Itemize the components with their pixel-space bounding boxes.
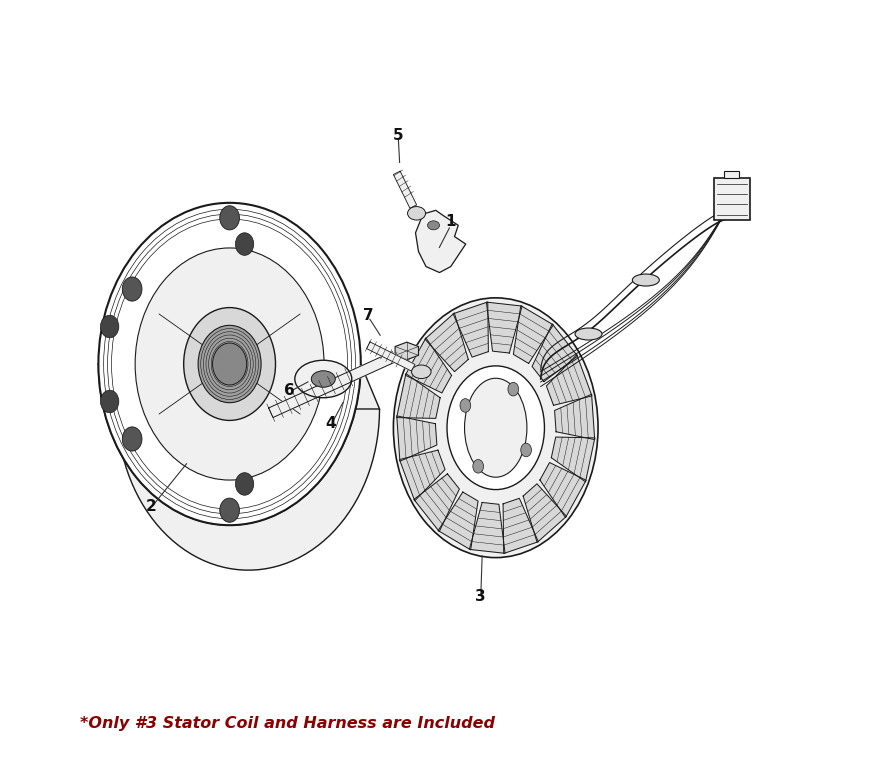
Ellipse shape <box>235 473 254 495</box>
Ellipse shape <box>473 459 484 473</box>
Polygon shape <box>453 302 488 357</box>
Polygon shape <box>393 171 417 208</box>
Polygon shape <box>546 355 592 406</box>
Ellipse shape <box>220 498 240 522</box>
Polygon shape <box>269 352 397 418</box>
Polygon shape <box>513 305 553 363</box>
Polygon shape <box>503 498 538 553</box>
Ellipse shape <box>393 298 598 558</box>
Text: 4: 4 <box>325 416 336 431</box>
Polygon shape <box>416 210 466 273</box>
Ellipse shape <box>465 378 527 478</box>
Polygon shape <box>405 338 451 393</box>
Ellipse shape <box>508 382 519 396</box>
Text: 6: 6 <box>284 383 295 398</box>
Polygon shape <box>554 394 595 440</box>
Ellipse shape <box>311 371 335 387</box>
Ellipse shape <box>100 390 119 413</box>
Polygon shape <box>400 450 445 501</box>
Ellipse shape <box>122 427 142 451</box>
Polygon shape <box>523 484 567 543</box>
Polygon shape <box>414 474 460 531</box>
Ellipse shape <box>98 203 361 525</box>
Polygon shape <box>397 416 437 461</box>
Polygon shape <box>438 492 478 550</box>
Text: 3: 3 <box>476 589 486 604</box>
Ellipse shape <box>460 399 471 412</box>
Ellipse shape <box>295 360 352 398</box>
Ellipse shape <box>220 205 240 230</box>
Text: 7: 7 <box>363 308 374 323</box>
Ellipse shape <box>213 343 247 385</box>
Polygon shape <box>395 342 418 360</box>
FancyBboxPatch shape <box>714 178 750 220</box>
Ellipse shape <box>100 315 119 338</box>
Ellipse shape <box>235 233 254 255</box>
Text: *Only #3 Stator Coil and Harness are Included: *Only #3 Stator Coil and Harness are Inc… <box>80 716 494 731</box>
Ellipse shape <box>632 274 660 286</box>
Ellipse shape <box>520 443 531 457</box>
Ellipse shape <box>447 366 544 490</box>
Ellipse shape <box>183 308 275 421</box>
Polygon shape <box>425 313 468 371</box>
Polygon shape <box>486 302 522 353</box>
Ellipse shape <box>122 277 142 301</box>
Ellipse shape <box>411 365 431 378</box>
Text: 5: 5 <box>393 128 403 143</box>
Polygon shape <box>397 374 440 418</box>
Ellipse shape <box>135 248 324 480</box>
Polygon shape <box>469 503 505 553</box>
Text: 1: 1 <box>445 214 456 229</box>
Text: 2: 2 <box>146 499 156 514</box>
Polygon shape <box>540 462 586 518</box>
Ellipse shape <box>198 325 261 402</box>
Ellipse shape <box>575 328 602 340</box>
Ellipse shape <box>427 221 440 230</box>
Polygon shape <box>552 437 595 482</box>
Polygon shape <box>367 342 415 371</box>
Polygon shape <box>98 364 380 570</box>
Polygon shape <box>532 324 578 381</box>
FancyBboxPatch shape <box>724 171 739 178</box>
Ellipse shape <box>408 207 426 220</box>
